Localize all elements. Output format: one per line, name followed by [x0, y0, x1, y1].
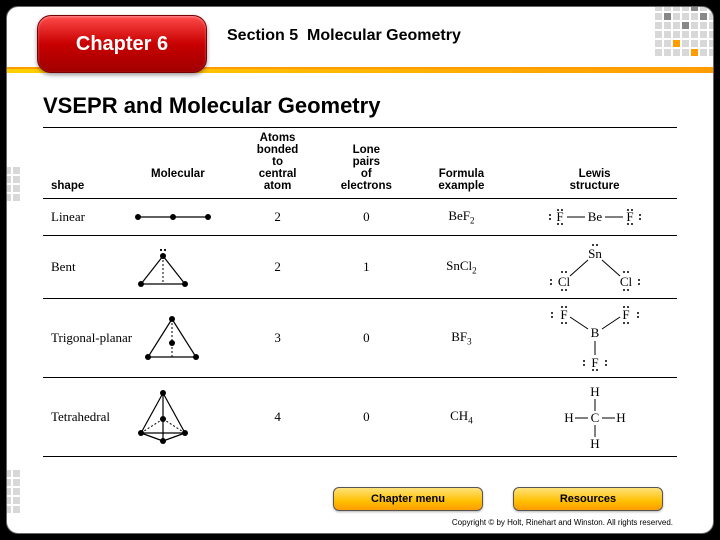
shape-trigonal-icon	[142, 313, 202, 363]
formula-example: CH4	[411, 378, 512, 457]
svg-text:F: F	[556, 209, 563, 224]
chapter-menu-label: Chapter menu	[371, 493, 445, 505]
shape-name: Trigonal-planar	[51, 330, 132, 346]
resources-button[interactable]: Resources	[513, 487, 663, 511]
bonded-atoms: 4	[233, 378, 322, 457]
shape-diagram	[133, 244, 193, 290]
svg-text:Be: Be	[587, 209, 602, 224]
svg-text:H: H	[564, 410, 573, 425]
chapter-menu-button[interactable]: Chapter menu	[333, 487, 483, 511]
shape-cell: Bent	[43, 236, 233, 299]
svg-text:Cl: Cl	[619, 274, 632, 289]
lone-pairs: 0	[322, 299, 411, 378]
formula-example: BF3	[411, 299, 512, 378]
shape-diagram	[142, 313, 202, 363]
table-row: Trigonal-planar 30BF3 F F B F	[43, 299, 677, 378]
lewis-bf3-icon: F F B F	[540, 305, 650, 371]
shape-name: Tetrahedral	[51, 409, 123, 425]
table-row: Bent 21SnCl2 Sn Cl Cl	[43, 236, 677, 299]
svg-text:H: H	[590, 436, 599, 450]
column-header: Molecular shape	[43, 128, 233, 199]
lone-pairs: 1	[322, 236, 411, 299]
svg-text:F: F	[622, 307, 629, 322]
deco-grid-mid-left	[6, 167, 20, 201]
svg-text:C: C	[590, 410, 599, 425]
slide: Section 5 Molecular Geometry Chapter 6 V…	[6, 6, 714, 534]
bonded-atoms: 2	[233, 199, 322, 236]
lewis-sncl2-icon: Sn Cl Cl	[540, 242, 650, 292]
shape-bent-icon	[133, 244, 193, 290]
lone-pairs: 0	[322, 199, 411, 236]
section-label: Section 5	[227, 27, 298, 44]
lewis-structure: F F B F	[512, 299, 677, 378]
lewis-ch4-icon: H H C H H	[555, 384, 635, 450]
shape-diagram	[133, 389, 193, 445]
svg-text:H: H	[616, 410, 625, 425]
lewis-structure: H H C H H	[512, 378, 677, 457]
page-title: VSEPR and Molecular Geometry	[43, 93, 380, 119]
shape-name: Linear	[51, 209, 123, 225]
deco-grid-bottom-left	[6, 470, 20, 513]
column-header: Atomsbondedtocentralatom	[233, 128, 322, 199]
shape-cell: Tetrahedral	[43, 378, 233, 457]
shape-tetrahedral-icon	[133, 389, 193, 445]
shape-cell: Trigonal-planar	[43, 299, 233, 378]
section-title: Section 5 Molecular Geometry	[227, 27, 461, 45]
shape-linear-icon	[133, 207, 213, 227]
svg-text:F: F	[560, 307, 567, 322]
column-header: Formulaexample	[411, 128, 512, 199]
bonded-atoms: 3	[233, 299, 322, 378]
svg-text:Cl: Cl	[557, 274, 570, 289]
shape-name: Bent	[51, 259, 123, 275]
table-row: Linear 20BeF2 F Be F	[43, 199, 677, 236]
formula-example: SnCl2	[411, 236, 512, 299]
lone-pairs: 0	[322, 378, 411, 457]
shape-diagram	[133, 207, 213, 227]
table-row: Tetrahedral 40CH4 H H C H H	[43, 378, 677, 457]
lewis-structure: Sn Cl Cl	[512, 236, 677, 299]
lewis-bef2-icon: F Be F	[540, 205, 650, 229]
shape-cell: Linear	[43, 199, 233, 236]
section-name: Molecular Geometry	[307, 27, 461, 44]
svg-text:F: F	[626, 209, 633, 224]
resources-label: Resources	[560, 493, 616, 505]
svg-text:Sn: Sn	[588, 246, 602, 261]
chapter-label: Chapter 6	[76, 33, 168, 56]
formula-example: BeF2	[411, 199, 512, 236]
svg-text:F: F	[591, 355, 598, 370]
lewis-structure: F Be F	[512, 199, 677, 236]
column-header: Lonepairsofelectrons	[322, 128, 411, 199]
copyright-text: Copyright © by Holt, Rinehart and Winsto…	[452, 518, 673, 527]
bonded-atoms: 2	[233, 236, 322, 299]
svg-text:B: B	[590, 325, 599, 340]
vsepr-table: Molecular shapeAtomsbondedtocentralatomL…	[43, 127, 677, 457]
svg-text:H: H	[590, 384, 599, 399]
column-header: Lewisstructure	[512, 128, 677, 199]
chapter-tab[interactable]: Chapter 6	[37, 15, 207, 73]
